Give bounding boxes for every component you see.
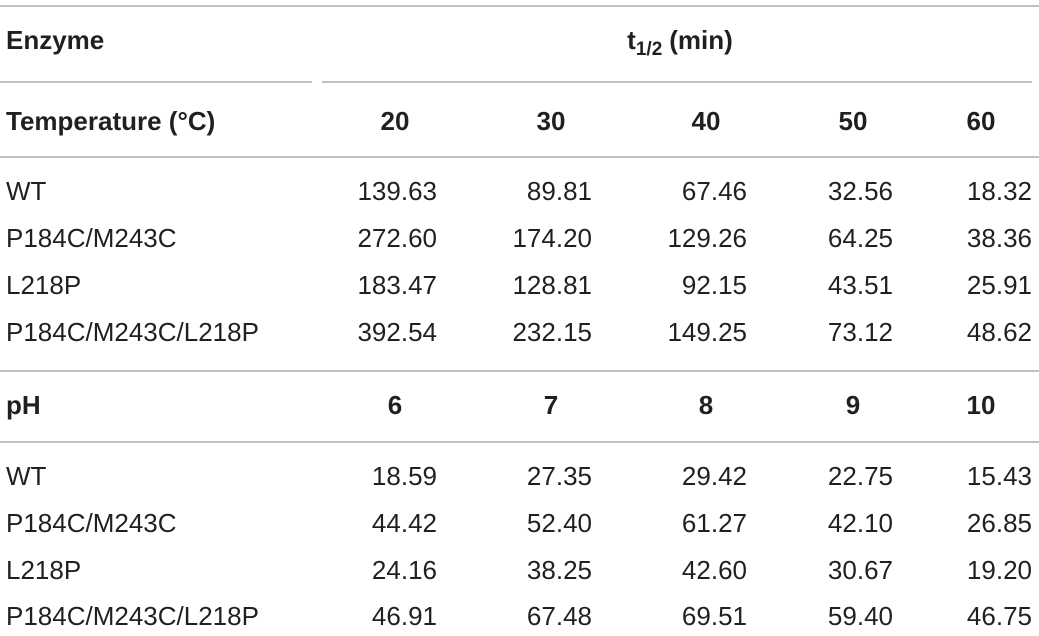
cell-value: 89.81 <box>527 176 592 206</box>
cell-value: 24.16 <box>372 555 437 585</box>
cell-value: 174.20 <box>512 223 592 253</box>
cell-value: 69.51 <box>682 601 747 631</box>
cell-value: 27.35 <box>527 461 592 491</box>
cell-value: 73.12 <box>828 317 893 347</box>
t-base: t <box>627 25 636 55</box>
cell-value: 19.20 <box>967 555 1032 585</box>
column-header: 10 <box>967 390 996 420</box>
cell-value: 30.67 <box>828 555 893 585</box>
cell-value: 67.48 <box>527 601 592 631</box>
column-header: 60 <box>967 106 996 136</box>
cell-value: 15.43 <box>967 461 1032 491</box>
section-label: pH <box>6 390 41 420</box>
column-header: 7 <box>544 390 558 420</box>
t-unit: (min) <box>669 25 733 55</box>
cell-value: 48.62 <box>967 317 1032 347</box>
enzyme-name: P184C/M243C/L218P <box>6 317 259 347</box>
cell-value: 232.15 <box>512 317 592 347</box>
cell-value: 149.25 <box>667 317 747 347</box>
cell-value: 139.63 <box>357 176 437 206</box>
cell-value: 18.32 <box>967 176 1032 206</box>
cell-value: 67.46 <box>682 176 747 206</box>
cell-value: 42.10 <box>828 508 893 538</box>
cell-value: 129.26 <box>667 223 747 253</box>
cell-value: 46.75 <box>967 601 1032 631</box>
cell-value: 43.51 <box>828 270 893 300</box>
cell-value: 61.27 <box>682 508 747 538</box>
column-header: 40 <box>692 106 721 136</box>
column-header: 8 <box>699 390 713 420</box>
cell-value: 183.47 <box>357 270 437 300</box>
cell-value: 25.91 <box>967 270 1032 300</box>
cell-value: 32.56 <box>828 176 893 206</box>
cell-value: 46.91 <box>372 601 437 631</box>
cell-value: 59.40 <box>828 601 893 631</box>
cell-value: 392.54 <box>357 317 437 347</box>
cell-value: 64.25 <box>828 223 893 253</box>
cell-value: 42.60 <box>682 555 747 585</box>
cell-value: 22.75 <box>828 461 893 491</box>
cell-value: 38.25 <box>527 555 592 585</box>
cell-value: 44.42 <box>372 508 437 538</box>
header-half-life: t1/2 (min) <box>627 25 733 60</box>
cell-value: 92.15 <box>682 270 747 300</box>
enzyme-name: WT <box>6 176 47 206</box>
column-header: 50 <box>839 106 868 136</box>
column-header: 9 <box>846 390 860 420</box>
cell-value: 18.59 <box>372 461 437 491</box>
cell-value: 29.42 <box>682 461 747 491</box>
t-sub: 1/2 <box>636 39 662 60</box>
header-enzyme: Enzyme <box>6 25 104 55</box>
cell-value: 26.85 <box>967 508 1032 538</box>
cell-value: 272.60 <box>357 223 437 253</box>
column-header: 20 <box>381 106 410 136</box>
section-label: Temperature (°C) <box>6 106 215 136</box>
cell-value: 38.36 <box>967 223 1032 253</box>
enzyme-name: P184C/M243C <box>6 223 177 253</box>
enzyme-name: L218P <box>6 555 81 585</box>
enzyme-name: P184C/M243C <box>6 508 177 538</box>
cell-value: 52.40 <box>527 508 592 538</box>
enzyme-name: P184C/M243C/L218P <box>6 601 259 631</box>
enzyme-name: WT <box>6 461 47 491</box>
column-header: 6 <box>388 390 402 420</box>
column-header: 30 <box>537 106 566 136</box>
cell-value: 128.81 <box>512 270 592 300</box>
enzyme-name: L218P <box>6 270 81 300</box>
